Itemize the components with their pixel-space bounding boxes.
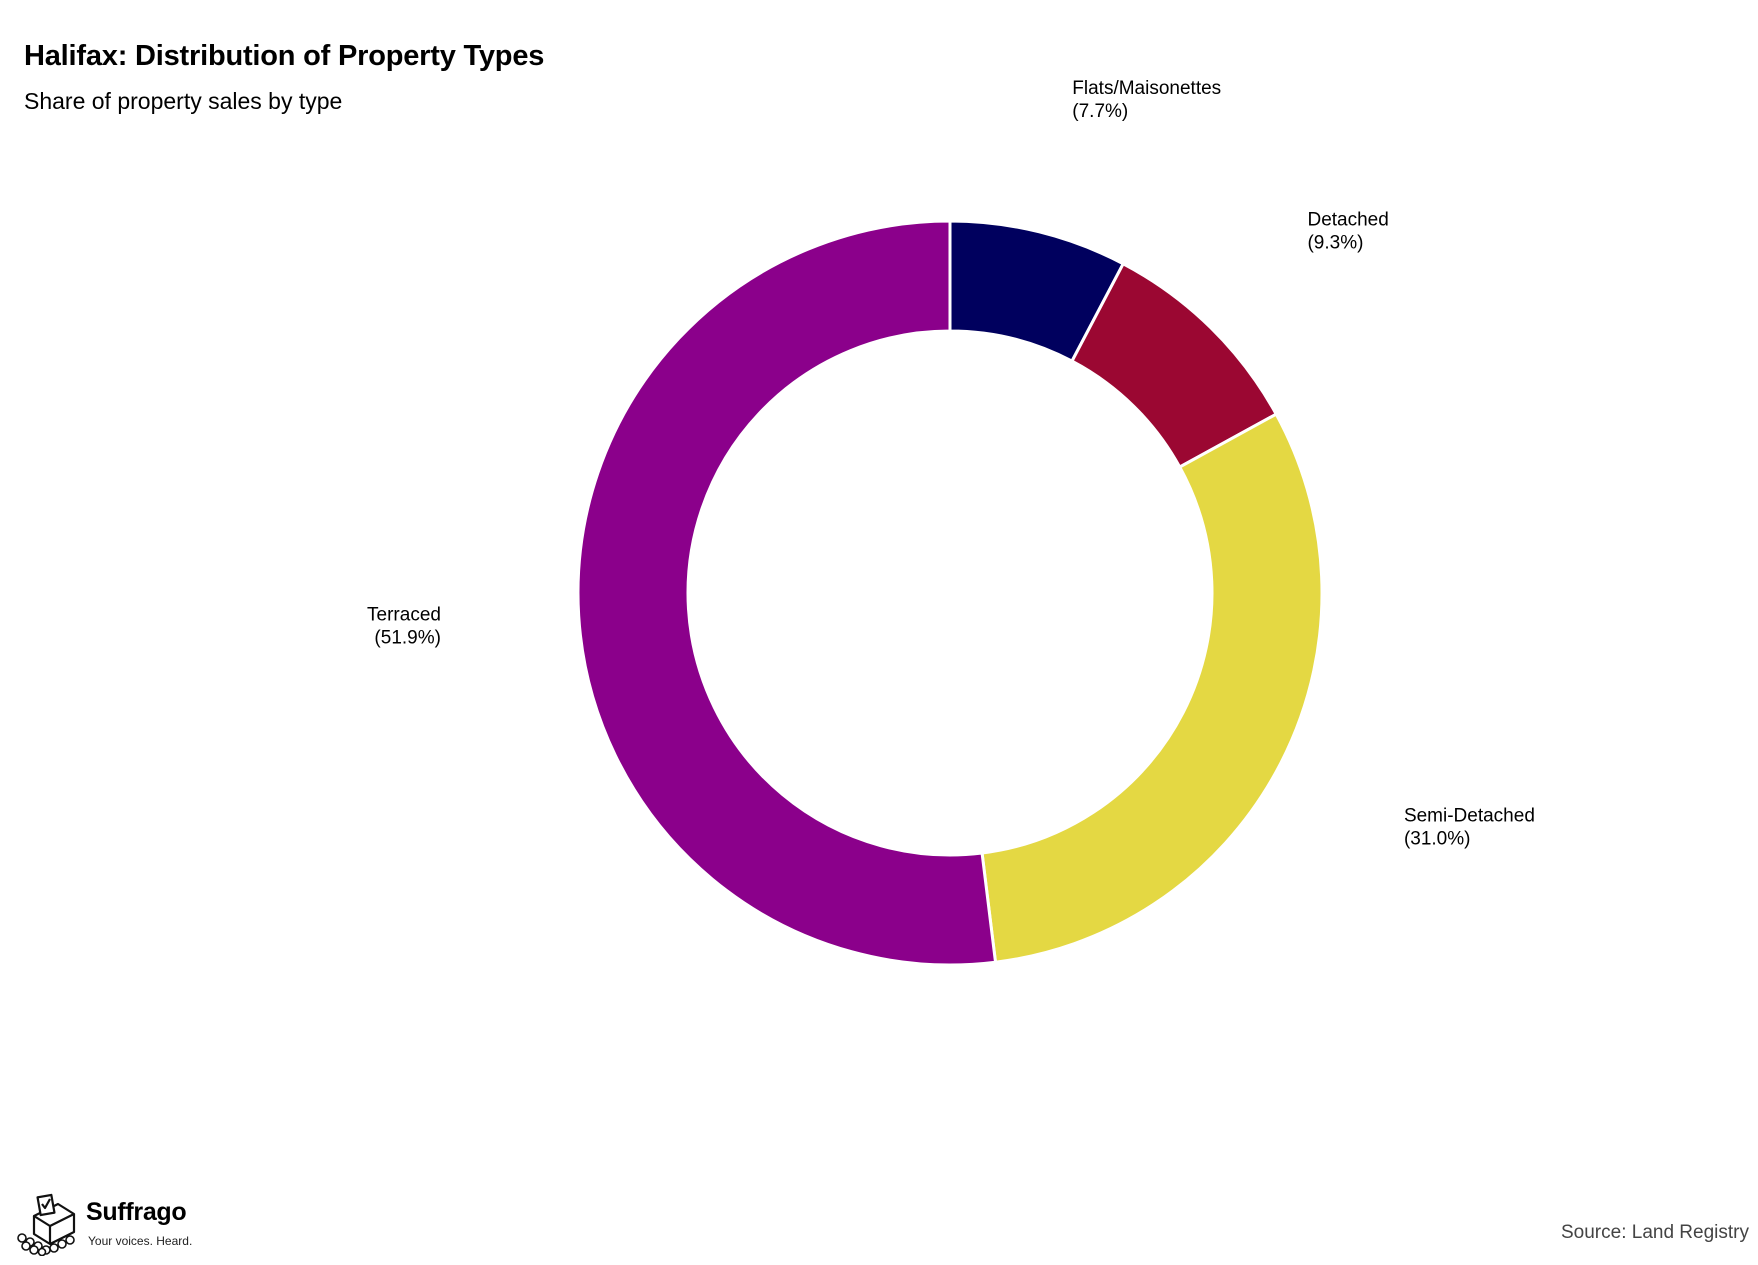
slice-label-value: (51.9%)	[374, 627, 441, 648]
donut-slices	[576, 219, 1324, 967]
slice-semi-detached	[980, 412, 1324, 964]
slice-label-value: (7.7%)	[1072, 101, 1128, 122]
slice-label-name: Terraced	[367, 604, 441, 625]
slice-label-name: Detached	[1307, 209, 1388, 230]
slice-label-value: (31.0%)	[1404, 828, 1471, 849]
slice-terraced	[576, 219, 998, 967]
brand-logo: Suffrago Your voices. Heard.	[14, 1190, 254, 1256]
chart-title: Halifax: Distribution of Property Types	[24, 40, 545, 72]
slice-label-terraced: Terraced (51.9%)	[367, 604, 441, 648]
slice-label-semi-detached: Semi-Detached (31.0%)	[1404, 805, 1535, 849]
source-note: Source: Land Registry	[1561, 1222, 1749, 1243]
slice-label-flats-maisonettes: Flats/Maisonettes (7.7%)	[1072, 78, 1221, 122]
slice-label-name: Semi-Detached	[1404, 805, 1535, 826]
chart-subtitle: Share of property sales by type	[24, 88, 343, 114]
brand-tagline: Your voices. Heard.	[88, 1234, 193, 1248]
slice-labels: Flats/Maisonettes (7.7%) Detached (9.3%) Sem…	[367, 78, 1535, 850]
slice-label-detached: Detached (9.3%)	[1307, 209, 1388, 253]
brand-name: Suffrago	[86, 1198, 187, 1226]
ballot-box-icon	[17, 1193, 76, 1256]
slice-label-name: Flats/Maisonettes	[1072, 78, 1221, 99]
slice-label-value: (9.3%)	[1307, 232, 1363, 253]
